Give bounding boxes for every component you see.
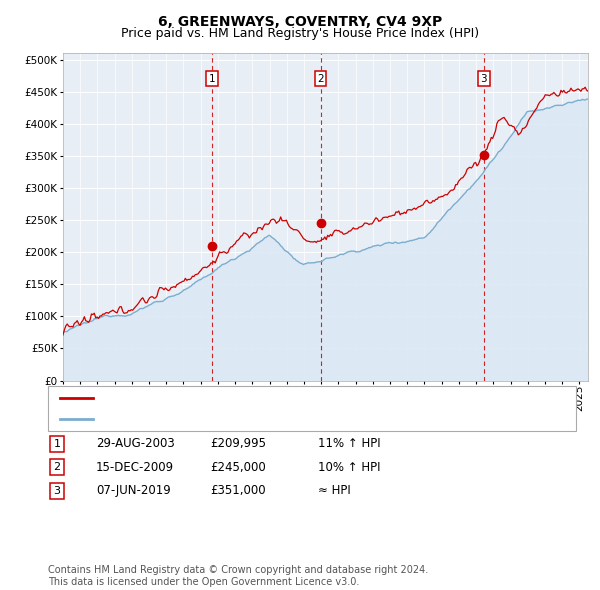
- Text: 2: 2: [317, 74, 324, 84]
- Text: 10% ↑ HPI: 10% ↑ HPI: [318, 461, 380, 474]
- Text: Price paid vs. HM Land Registry's House Price Index (HPI): Price paid vs. HM Land Registry's House …: [121, 27, 479, 40]
- Text: 6, GREENWAYS, COVENTRY, CV4 9XP: 6, GREENWAYS, COVENTRY, CV4 9XP: [158, 15, 442, 29]
- Text: 29-AUG-2003: 29-AUG-2003: [96, 437, 175, 450]
- Text: 11% ↑ HPI: 11% ↑ HPI: [318, 437, 380, 450]
- Text: £245,000: £245,000: [210, 461, 266, 474]
- Text: £351,000: £351,000: [210, 484, 266, 497]
- Text: 1: 1: [209, 74, 215, 84]
- Text: Contains HM Land Registry data © Crown copyright and database right 2024.
This d: Contains HM Land Registry data © Crown c…: [48, 565, 428, 587]
- Text: ≈ HPI: ≈ HPI: [318, 484, 351, 497]
- Text: £209,995: £209,995: [210, 437, 266, 450]
- Text: 07-JUN-2019: 07-JUN-2019: [96, 484, 171, 497]
- Text: 1: 1: [53, 439, 61, 448]
- Text: 6, GREENWAYS, COVENTRY, CV4 9XP (detached house): 6, GREENWAYS, COVENTRY, CV4 9XP (detache…: [99, 394, 406, 404]
- Text: HPI: Average price, detached house, Coventry: HPI: Average price, detached house, Cove…: [99, 414, 356, 424]
- Text: 3: 3: [481, 74, 487, 84]
- Text: 2: 2: [53, 463, 61, 472]
- Text: 15-DEC-2009: 15-DEC-2009: [96, 461, 174, 474]
- Text: 3: 3: [53, 486, 61, 496]
